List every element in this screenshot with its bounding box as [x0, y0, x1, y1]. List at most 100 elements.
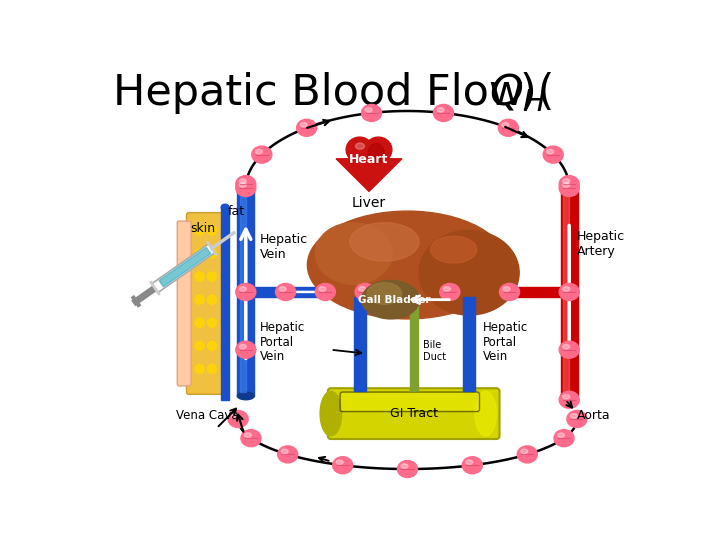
Ellipse shape [440, 284, 460, 300]
Ellipse shape [252, 146, 272, 163]
Ellipse shape [563, 179, 570, 184]
FancyBboxPatch shape [186, 213, 225, 394]
Ellipse shape [356, 143, 364, 149]
Ellipse shape [554, 430, 574, 447]
Ellipse shape [559, 176, 579, 193]
Text: ): ) [520, 71, 536, 113]
Ellipse shape [359, 287, 366, 291]
Ellipse shape [315, 284, 336, 300]
Text: Hepatic
Artery: Hepatic Artery [577, 230, 625, 258]
Ellipse shape [279, 287, 286, 291]
Ellipse shape [361, 280, 420, 319]
Circle shape [207, 318, 217, 327]
Ellipse shape [567, 410, 587, 428]
Circle shape [195, 249, 204, 258]
Ellipse shape [333, 457, 353, 474]
Ellipse shape [315, 222, 392, 284]
Ellipse shape [300, 123, 307, 127]
Ellipse shape [563, 287, 570, 291]
Ellipse shape [561, 184, 577, 192]
Circle shape [207, 226, 217, 235]
FancyBboxPatch shape [328, 388, 500, 439]
Text: Hepatic
Vein: Hepatic Vein [260, 233, 307, 261]
Ellipse shape [401, 464, 408, 468]
Circle shape [195, 272, 204, 281]
Circle shape [195, 295, 204, 304]
Text: fat: fat [228, 205, 245, 218]
Ellipse shape [433, 104, 454, 122]
Ellipse shape [502, 123, 509, 127]
Ellipse shape [282, 449, 288, 454]
Polygon shape [152, 244, 215, 293]
Ellipse shape [278, 446, 298, 463]
Ellipse shape [500, 284, 520, 300]
Ellipse shape [475, 392, 496, 436]
Ellipse shape [563, 395, 570, 399]
Ellipse shape [546, 150, 554, 154]
Ellipse shape [256, 150, 262, 154]
Text: Vena Cava: Vena Cava [176, 409, 239, 422]
Ellipse shape [444, 287, 450, 291]
FancyBboxPatch shape [177, 221, 191, 386]
Circle shape [207, 295, 217, 304]
Ellipse shape [276, 284, 296, 300]
Ellipse shape [235, 179, 256, 197]
Circle shape [195, 364, 204, 374]
Ellipse shape [431, 236, 477, 263]
Bar [410, 305, 418, 392]
Ellipse shape [239, 345, 246, 349]
Ellipse shape [239, 287, 246, 291]
Ellipse shape [348, 148, 390, 163]
Text: Hepatic Blood Flow (: Hepatic Blood Flow ( [113, 71, 554, 113]
Bar [450, 287, 561, 298]
Bar [463, 298, 475, 392]
Bar [254, 287, 365, 298]
Ellipse shape [297, 119, 317, 136]
Text: skin: skin [190, 222, 215, 235]
Ellipse shape [559, 179, 579, 197]
Bar [563, 192, 569, 392]
Text: Gall Bladder: Gall Bladder [358, 295, 431, 305]
Ellipse shape [238, 184, 254, 192]
Ellipse shape [307, 211, 508, 319]
Ellipse shape [239, 179, 246, 184]
Ellipse shape [355, 284, 375, 300]
Ellipse shape [320, 392, 342, 436]
Circle shape [207, 341, 217, 350]
Ellipse shape [419, 231, 519, 315]
Ellipse shape [563, 183, 570, 187]
Ellipse shape [521, 449, 528, 454]
Text: Hepatic
Portal
Vein: Hepatic Portal Vein [483, 321, 528, 363]
Circle shape [195, 341, 204, 350]
Ellipse shape [559, 284, 579, 300]
Ellipse shape [559, 341, 579, 358]
Polygon shape [336, 159, 402, 192]
Ellipse shape [543, 146, 563, 163]
Ellipse shape [228, 410, 248, 428]
Ellipse shape [503, 287, 510, 291]
Circle shape [195, 318, 204, 327]
Circle shape [207, 364, 217, 374]
FancyBboxPatch shape [340, 392, 480, 411]
Ellipse shape [245, 433, 251, 437]
Bar [354, 298, 366, 392]
Ellipse shape [365, 137, 392, 163]
Ellipse shape [462, 457, 482, 474]
Bar [238, 188, 254, 396]
Ellipse shape [365, 107, 372, 112]
Ellipse shape [368, 144, 384, 163]
Circle shape [207, 272, 217, 281]
Bar [561, 188, 577, 396]
Ellipse shape [235, 284, 256, 300]
Bar [221, 207, 229, 400]
Ellipse shape [238, 392, 254, 400]
Text: Heart: Heart [349, 153, 389, 166]
Text: Bile
Duct: Bile Duct [423, 340, 446, 362]
Ellipse shape [361, 104, 382, 122]
Ellipse shape [498, 119, 518, 136]
Text: Aorta: Aorta [577, 409, 611, 422]
Ellipse shape [350, 222, 419, 261]
Text: Liver: Liver [352, 197, 386, 211]
Ellipse shape [336, 460, 343, 464]
Bar [240, 192, 246, 392]
